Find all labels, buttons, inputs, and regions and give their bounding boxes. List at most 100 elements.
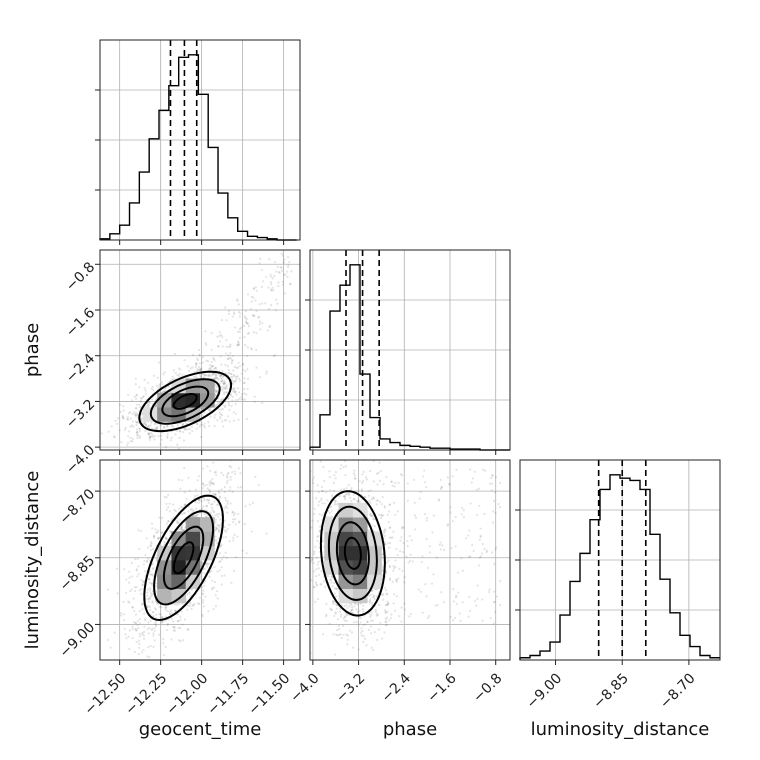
pair-geocent-time-vs-phase-scatter-point <box>229 343 232 346</box>
pair-geocent-time-vs-luminosity-distance-scatter-point <box>214 521 217 524</box>
pair-geocent-time-vs-phase-scatter-point <box>252 287 255 290</box>
pair-phase-vs-luminosity-distance-scatter-point <box>398 567 401 570</box>
pair-phase-vs-luminosity-distance-scatter-point <box>379 470 382 473</box>
pair-geocent-time-vs-luminosity-distance-scatter-point <box>181 523 184 527</box>
pair-geocent-time-vs-luminosity-distance-scatter-point <box>165 522 169 525</box>
pair-geocent-time-vs-luminosity-distance-scatter-point <box>232 536 235 539</box>
pair-geocent-time-vs-phase-scatter-point <box>151 435 155 438</box>
pair-phase-vs-luminosity-distance-scatter-point <box>405 555 408 558</box>
pair-phase-vs-luminosity-distance-scatter-point <box>385 571 388 574</box>
pair-geocent-time-vs-phase-scatter-point <box>219 415 222 419</box>
pair-geocent-time-vs-luminosity-distance-scatter-point <box>171 626 175 629</box>
pair-geocent-time-vs-phase-scatter-point <box>202 424 206 427</box>
pair-geocent-time-vs-luminosity-distance-scatter-point <box>195 514 198 517</box>
pair-phase-vs-luminosity-distance-scatter-point <box>355 608 358 611</box>
pair-geocent-time-vs-luminosity-distance-scatter-point <box>149 619 152 622</box>
pair-geocent-time-vs-luminosity-distance-scatter-point <box>147 600 150 603</box>
pair-geocent-time-vs-luminosity-distance-scatter-point <box>180 512 183 516</box>
pair-phase-vs-luminosity-distance-scatter-point <box>345 633 348 636</box>
pair-phase-vs-luminosity-distance-scatter-point <box>372 460 375 463</box>
pair-phase-vs-luminosity-distance-scatter-point <box>380 637 384 640</box>
pair-phase-vs-luminosity-distance-scatter-point <box>385 604 388 607</box>
pair-phase-vs-luminosity-distance-scatter-point <box>449 615 452 619</box>
pair-phase-vs-luminosity-distance-scatter-point <box>370 593 373 596</box>
pair-geocent-time-vs-luminosity-distance-scatter-point <box>215 526 218 530</box>
pair-geocent-time-vs-phase-scatter-point <box>148 436 151 439</box>
pair-geocent-time-vs-phase-scatter-point <box>139 399 142 403</box>
pair-geocent-time-vs-luminosity-distance-density-cell <box>185 560 201 575</box>
pair-geocent-time-vs-phase-scatter-point <box>233 387 236 390</box>
pair-phase-vs-luminosity-distance-scatter-point <box>410 539 413 542</box>
pair-geocent-time-vs-phase-scatter-point <box>195 363 198 366</box>
pair-phase-vs-luminosity-distance-scatter-point <box>367 529 370 532</box>
pair-geocent-time-vs-luminosity-distance-scatter-point <box>109 646 112 649</box>
pair-geocent-time-vs-luminosity-distance-scatter-point <box>145 560 149 563</box>
pair-geocent-time-vs-phase-scatter-point <box>257 316 260 319</box>
pair-geocent-time-vs-luminosity-distance-scatter-point <box>198 499 201 502</box>
pair-phase-vs-luminosity-distance-scatter-point <box>376 594 379 597</box>
pair-geocent-time-vs-phase-scatter-point <box>227 372 230 375</box>
pair-geocent-time-vs-luminosity-distance-scatter-point <box>135 586 138 589</box>
pair-phase-vs-luminosity-distance-scatter-point <box>488 588 491 591</box>
pair-geocent-time-vs-phase-scatter-point <box>110 425 113 428</box>
y-tick-label-phase: −1.6 <box>63 305 98 340</box>
pair-phase-vs-luminosity-distance-scatter-point <box>351 608 354 611</box>
pair-geocent-time-vs-luminosity-distance-scatter-point <box>181 528 184 531</box>
pair-phase-vs-luminosity-distance-scatter-point <box>406 540 409 543</box>
pair-geocent-time-vs-phase-scatter-point <box>238 315 241 318</box>
pair-geocent-time-vs-phase-scatter-point <box>214 392 217 395</box>
pair-phase-vs-luminosity-distance-scatter-point <box>390 536 393 539</box>
pair-geocent-time-vs-luminosity-distance-scatter-point <box>188 604 192 608</box>
pair-geocent-time-vs-phase-scatter-point <box>269 273 272 276</box>
pair-geocent-time-vs-luminosity-distance-scatter-point <box>228 489 231 492</box>
pair-geocent-time-vs-phase-scatter-point <box>219 417 222 420</box>
pair-geocent-time-vs-luminosity-distance-scatter-point <box>150 593 153 596</box>
pair-geocent-time-vs-luminosity-distance-scatter-point <box>210 503 213 506</box>
pair-phase-vs-luminosity-distance-scatter-point <box>439 541 442 544</box>
pair-geocent-time-vs-luminosity-distance-scatter-point <box>215 473 218 477</box>
pair-geocent-time-vs-luminosity-distance-scatter-point <box>209 479 212 483</box>
pair-geocent-time-vs-phase-scatter-point <box>161 390 164 393</box>
pair-phase-vs-luminosity-distance-scatter-point <box>337 624 340 628</box>
pair-geocent-time-vs-luminosity-distance-scatter-point <box>166 624 169 627</box>
pair-phase-vs-luminosity-distance-scatter-point <box>341 456 343 458</box>
pair-geocent-time-vs-luminosity-distance-scatter-point <box>219 559 222 563</box>
pair-phase-vs-luminosity-distance-scatter-point <box>413 514 417 517</box>
pair-geocent-time-vs-phase-scatter-point <box>138 427 141 430</box>
pair-geocent-time-vs-luminosity-distance-scatter-point <box>188 489 191 492</box>
pair-geocent-time-vs-luminosity-distance-scatter-point <box>176 521 179 525</box>
pair-geocent-time-vs-luminosity-distance-scatter-point <box>142 563 146 566</box>
pair-phase-vs-luminosity-distance-scatter-point <box>311 557 314 560</box>
pair-phase-vs-luminosity-distance-scatter-point <box>316 484 319 487</box>
pair-geocent-time-vs-luminosity-distance-scatter-point <box>157 633 161 636</box>
pair-geocent-time-vs-luminosity-distance-scatter-point <box>198 498 201 502</box>
pair-geocent-time-vs-phase-scatter-point <box>203 422 206 425</box>
pair-geocent-time-vs-phase-scatter-point <box>232 373 236 377</box>
pair-geocent-time-vs-luminosity-distance-scatter-point <box>229 475 232 479</box>
pair-geocent-time-vs-phase-scatter-point <box>195 370 199 373</box>
pair-geocent-time-vs-luminosity-distance-scatter-point <box>143 637 146 640</box>
pair-geocent-time-vs-phase-scatter-point <box>157 361 161 364</box>
pair-geocent-time-vs-phase-scatter-point <box>220 379 224 383</box>
pair-geocent-time-vs-phase-scatter-point <box>242 363 245 366</box>
pair-phase-vs-luminosity-distance-scatter-point <box>406 499 409 502</box>
pair-geocent-time-vs-phase-scatter-point <box>216 419 219 422</box>
pair-geocent-time-vs-luminosity-distance-scatter-point <box>162 642 165 645</box>
pair-phase-vs-luminosity-distance-scatter-point <box>431 531 434 534</box>
pair-geocent-time-vs-phase-scatter-point <box>184 428 187 432</box>
pair-geocent-time-vs-luminosity-distance-scatter-point <box>178 518 181 521</box>
pair-geocent-time-vs-luminosity-distance-scatter-point <box>164 606 167 609</box>
pair-geocent-time-vs-phase-scatter-point <box>283 274 286 277</box>
pair-phase-vs-luminosity-distance-scatter-point <box>347 493 351 496</box>
pair-geocent-time-vs-phase-scatter-point <box>284 247 286 249</box>
pair-geocent-time-vs-phase-scatter-point <box>231 315 234 318</box>
pair-phase-vs-luminosity-distance-scatter-point <box>335 595 338 598</box>
pair-geocent-time-vs-phase-scatter-point <box>135 431 138 435</box>
pair-geocent-time-vs-phase-scatter-point <box>265 370 268 373</box>
pair-geocent-time-vs-luminosity-distance-scatter-point <box>237 521 241 524</box>
pair-phase-vs-luminosity-distance-scatter-point <box>350 603 353 606</box>
pair-geocent-time-vs-luminosity-distance-scatter-point <box>202 497 206 500</box>
pair-geocent-time-vs-luminosity-distance-scatter-point <box>190 607 193 610</box>
pair-phase-vs-luminosity-distance-scatter-point <box>402 526 405 529</box>
pair-geocent-time-vs-luminosity-distance-scatter-point <box>159 613 162 616</box>
